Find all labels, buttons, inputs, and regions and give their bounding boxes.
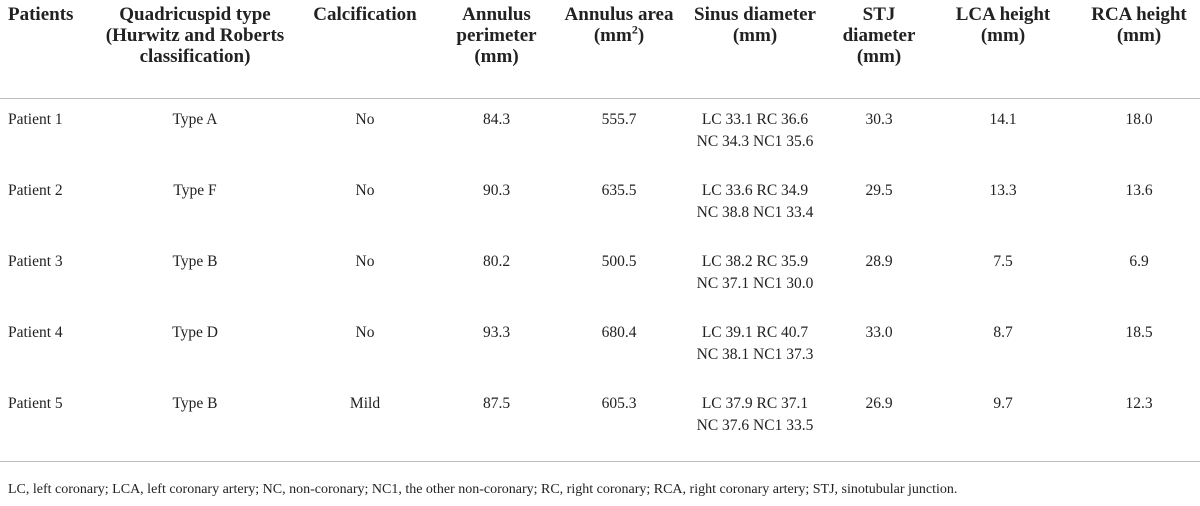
header-sinus-diameter: Sinus diameter (mm) xyxy=(680,0,830,99)
cell-lca: 8.7 xyxy=(993,324,1013,341)
header-annulus-area-tail: ) xyxy=(637,25,645,46)
table-row: Patient 5 Type B Mild 87.5 605.3 LC 37.9… xyxy=(0,383,1200,462)
cell-type: Type B xyxy=(172,253,218,270)
cell-calcification: No xyxy=(355,324,375,341)
cell-type: Type F xyxy=(173,182,217,199)
cell-area: 680.4 xyxy=(601,324,637,341)
header-rca-height: RCA height (mm) xyxy=(1078,0,1200,99)
cell-rca: 18.5 xyxy=(1125,324,1153,341)
cell-type: Type B xyxy=(95,383,295,462)
cell-calcification: No xyxy=(355,182,375,199)
header-annulus-perimeter: Annulus perimeter (mm) xyxy=(435,0,558,99)
cell-stj: 29.5 xyxy=(865,182,893,199)
cell-sinus: LC 39.1 RC 40.7 NC 38.1 NC1 37.3 xyxy=(696,324,814,363)
cell-stj: 28.9 xyxy=(865,253,893,270)
cell-stj: 26.9 xyxy=(830,383,928,462)
header-annulus-area-text: Annulus area (mm xyxy=(564,4,674,46)
table-row: Patient 1 Type A No 84.3 555.7 LC 33.1 R… xyxy=(0,99,1200,171)
cell-rca: 18.0 xyxy=(1125,111,1153,128)
table-row: Patient 4 Type D No 93.3 680.4 LC 39.1 R… xyxy=(0,312,1200,383)
cell-sinus: LC 33.1 RC 36.6 NC 34.3 NC1 35.6 xyxy=(696,111,814,150)
cell-sinus: LC 37.9 RC 37.1 NC 37.6 NC1 33.5 xyxy=(680,383,830,462)
cell-stj: 30.3 xyxy=(865,111,893,128)
cell-patient: Patient 1 xyxy=(8,111,63,128)
cell-perimeter: 90.3 xyxy=(482,182,511,199)
cell-area: 605.3 xyxy=(558,383,680,462)
cell-rca: 12.3 xyxy=(1078,383,1200,462)
header-row: Patients Quadricuspid type (Hurwitz and … xyxy=(0,0,1200,99)
cell-calcification: Mild xyxy=(295,383,435,462)
cell-sinus: LC 38.2 RC 35.9 NC 37.1 NC1 30.0 xyxy=(696,253,814,292)
table-footnote: LC, left coronary; LCA, left coronary ar… xyxy=(8,482,958,497)
cell-rca: 6.9 xyxy=(1129,253,1149,270)
header-patients: Patients xyxy=(0,0,95,99)
cell-patient: Patient 5 xyxy=(0,383,95,462)
table-row: Patient 3 Type B No 80.2 500.5 LC 38.2 R… xyxy=(0,241,1200,312)
cell-perimeter: 87.5 xyxy=(435,383,558,462)
cell-patient: Patient 4 xyxy=(8,324,63,341)
cell-type: Type A xyxy=(172,111,218,128)
cell-area: 555.7 xyxy=(601,111,637,128)
header-quadricuspid-type: Quadricuspid type (Hurwitz and Roberts c… xyxy=(95,0,295,99)
cell-patient: Patient 3 xyxy=(8,253,63,270)
cell-patient: Patient 2 xyxy=(8,182,63,199)
cell-type: Type D xyxy=(172,324,218,341)
cell-perimeter: 80.2 xyxy=(482,253,511,270)
cell-rca: 13.6 xyxy=(1125,182,1153,199)
cell-lca: 13.3 xyxy=(989,182,1017,199)
cell-area: 500.5 xyxy=(601,253,637,270)
cell-perimeter: 93.3 xyxy=(482,324,511,341)
cell-perimeter: 84.3 xyxy=(482,111,511,128)
header-annulus-area: Annulus area (mm2) xyxy=(558,0,680,99)
cell-lca: 9.7 xyxy=(928,383,1078,462)
cell-calcification: No xyxy=(355,111,375,128)
header-annulus-area-sup: 2 xyxy=(631,22,638,37)
cell-stj: 33.0 xyxy=(865,324,893,341)
header-calcification: Calcification xyxy=(295,0,435,99)
cell-calcification: No xyxy=(355,253,375,270)
header-stj-diameter: STJ diameter (mm) xyxy=(830,0,928,99)
cell-lca: 14.1 xyxy=(989,111,1017,128)
patient-data-table: Patients Quadricuspid type (Hurwitz and … xyxy=(0,0,1200,462)
cell-sinus: LC 33.6 RC 34.9 NC 38.8 NC1 33.4 xyxy=(696,182,814,221)
header-lca-height: LCA height (mm) xyxy=(928,0,1078,99)
cell-lca: 7.5 xyxy=(993,253,1013,270)
table-row: Patient 2 Type F No 90.3 635.5 LC 33.6 R… xyxy=(0,170,1200,241)
cell-area: 635.5 xyxy=(601,182,637,199)
